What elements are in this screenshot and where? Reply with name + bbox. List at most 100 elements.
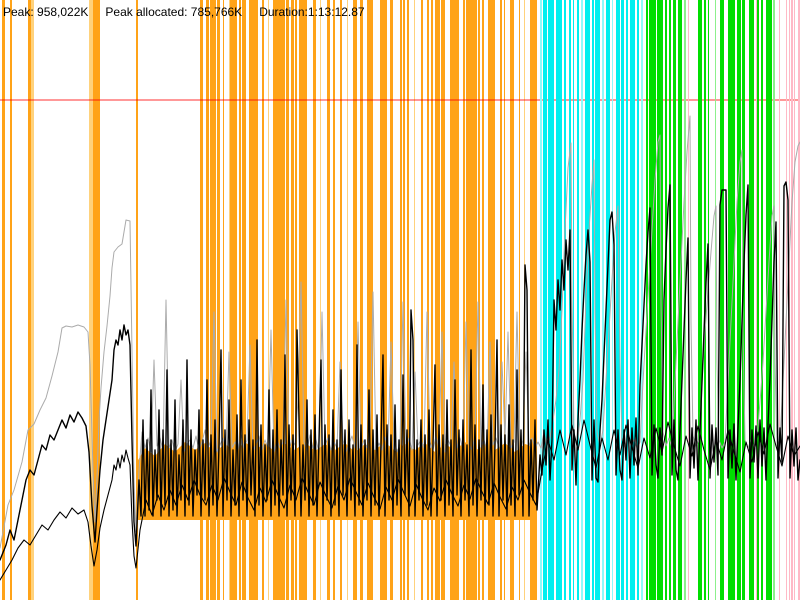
event-bar-ol [31, 0, 34, 600]
event-bar-o [407, 0, 409, 600]
event-bar-g [673, 0, 676, 600]
event-bar-o [367, 0, 373, 600]
event-bar-o [482, 0, 484, 600]
event-bar-c [626, 0, 628, 600]
event-bar-o [435, 0, 440, 600]
event-bar-o [463, 0, 465, 600]
duration-stat: Duration:1:13:12.87 [259, 5, 365, 19]
event-bar-o [206, 0, 209, 600]
event-bar-gl [773, 0, 775, 600]
event-bar-g [657, 0, 663, 600]
event-bar-o [223, 0, 224, 600]
event-bar-o [327, 0, 330, 600]
event-bar-o [262, 0, 264, 600]
event-bar-g [737, 0, 741, 600]
event-bar-p [798, 0, 800, 600]
event-bar-o [233, 0, 237, 600]
peak-stat: Peak: 958,022K [3, 5, 89, 19]
event-bar-g [665, 0, 667, 600]
event-bar-o [530, 0, 537, 600]
event-bar-ol [268, 0, 269, 600]
event-bar-p [786, 0, 787, 600]
event-bar-o [403, 0, 405, 600]
event-bar-c [564, 0, 566, 600]
event-bar-p [779, 0, 780, 600]
event-bar-cl [540, 0, 542, 600]
event-bar-cl [641, 0, 643, 600]
event-bar-ol [414, 0, 415, 600]
event-bar-o [93, 0, 100, 600]
event-bar-c [573, 0, 574, 600]
event-bar-o [340, 0, 342, 600]
event-bar-p [794, 0, 795, 600]
event-bar-c [543, 0, 547, 600]
event-bar-o [10, 0, 12, 600]
event-bar-c [606, 0, 610, 600]
event-bar-o [313, 0, 316, 600]
event-bar-g [761, 0, 763, 600]
event-bar-c [592, 0, 594, 600]
event-bar-o [295, 0, 297, 600]
event-bar-o [421, 0, 423, 600]
event-bar-o [299, 0, 307, 600]
event-bar-ol [89, 0, 93, 600]
event-bar-g [742, 0, 745, 600]
event-bar-c [548, 0, 554, 600]
event-bar-g [757, 0, 759, 600]
event-bar-p [791, 0, 793, 600]
event-bar-o [488, 0, 495, 600]
event-bar-o [2, 0, 5, 600]
event-bar-o [200, 0, 203, 600]
peak-threshold-line [0, 99, 800, 101]
event-bar-g [766, 0, 772, 600]
header-stats: Peak: 958,022K Peak allocated: 785,766K Du… [3, 5, 382, 19]
event-bar-g [749, 0, 754, 600]
event-bar-o [500, 0, 502, 600]
event-bar-p [789, 0, 790, 600]
event-bar-o [504, 0, 505, 600]
event-bar-cl [581, 0, 583, 600]
event-bar-o [427, 0, 429, 600]
event-bar-o [390, 0, 393, 600]
event-bar-cl [612, 0, 613, 600]
event-bar-o [519, 0, 520, 600]
event-bar-o [286, 0, 289, 600]
event-bar-c [621, 0, 624, 600]
event-bar-gl [715, 0, 716, 600]
event-bar-o [210, 0, 216, 600]
event-bar-o [230, 0, 233, 600]
event-bar-p [756, 0, 757, 600]
event-bar-o [291, 0, 294, 600]
event-bar-o [510, 0, 514, 600]
event-bar-c [595, 0, 600, 600]
event-bar-c [616, 0, 620, 600]
event-bar-g [649, 0, 656, 600]
event-bar-ol [229, 0, 230, 600]
event-bar-o [441, 0, 445, 600]
event-bar-g [698, 0, 702, 600]
event-bar-o [360, 0, 363, 600]
event-bar-o [333, 0, 335, 600]
event-bar-o [28, 0, 31, 600]
event-bar-o [431, 0, 433, 600]
event-bar-g [728, 0, 735, 600]
event-bar-c [637, 0, 639, 600]
event-bar-g [646, 0, 648, 600]
event-bar-o [249, 0, 258, 600]
event-bar-o [466, 0, 477, 600]
event-bar-o [136, 0, 138, 600]
used-trace-upper [0, 181, 800, 561]
peak-allocated-stat: Peak allocated: 785,766K [105, 5, 243, 19]
event-bar-o [380, 0, 387, 600]
event-bar-g [678, 0, 682, 600]
event-bar-c [577, 0, 579, 600]
event-bar-cl [602, 0, 604, 600]
event-bar-c [630, 0, 635, 600]
event-bar-o [239, 0, 241, 600]
event-bar-o [217, 0, 220, 600]
event-bar-o [450, 0, 459, 600]
event-bar-g [669, 0, 671, 600]
event-bar-ol [347, 0, 348, 600]
